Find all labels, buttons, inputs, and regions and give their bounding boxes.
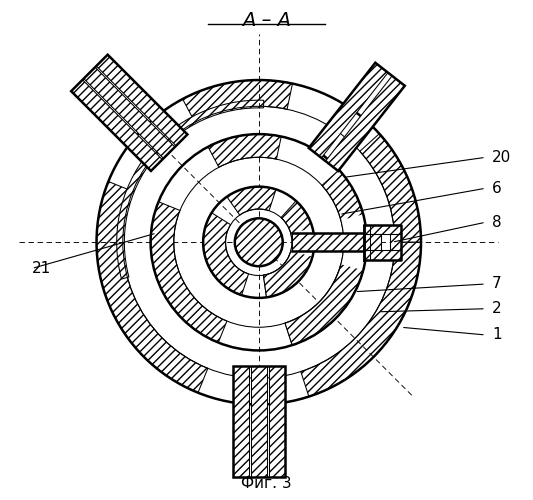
Polygon shape: [309, 62, 388, 158]
Text: 1: 1: [492, 328, 502, 342]
Polygon shape: [233, 366, 249, 477]
Polygon shape: [292, 234, 370, 251]
Wedge shape: [285, 264, 364, 345]
Text: 6: 6: [492, 180, 502, 196]
Wedge shape: [322, 170, 367, 242]
Wedge shape: [341, 214, 367, 270]
Polygon shape: [370, 250, 401, 260]
Wedge shape: [291, 228, 314, 256]
Wedge shape: [263, 251, 312, 298]
Wedge shape: [151, 202, 227, 342]
Wedge shape: [281, 201, 314, 242]
Polygon shape: [370, 234, 381, 250]
Text: 20: 20: [492, 150, 511, 165]
Wedge shape: [183, 80, 293, 122]
Polygon shape: [71, 80, 163, 171]
Text: 2: 2: [492, 301, 502, 316]
Polygon shape: [370, 224, 401, 234]
Text: Фиг. 3: Фиг. 3: [241, 476, 292, 491]
Wedge shape: [235, 218, 282, 266]
Wedge shape: [227, 186, 276, 215]
Wedge shape: [285, 242, 367, 345]
Wedge shape: [263, 242, 314, 298]
Text: 7: 7: [492, 276, 502, 291]
Wedge shape: [117, 100, 264, 279]
Wedge shape: [208, 134, 281, 167]
Polygon shape: [326, 76, 405, 171]
Polygon shape: [269, 366, 285, 477]
Polygon shape: [96, 54, 188, 146]
Polygon shape: [364, 224, 370, 234]
Wedge shape: [301, 242, 421, 396]
Text: 8: 8: [492, 214, 502, 230]
Text: 21: 21: [31, 261, 51, 276]
Wedge shape: [203, 213, 248, 295]
Text: А – А: А – А: [242, 10, 291, 29]
Polygon shape: [251, 366, 267, 477]
Wedge shape: [96, 182, 208, 392]
Polygon shape: [390, 234, 401, 250]
Wedge shape: [360, 134, 421, 242]
Polygon shape: [364, 250, 370, 260]
Polygon shape: [84, 67, 175, 158]
